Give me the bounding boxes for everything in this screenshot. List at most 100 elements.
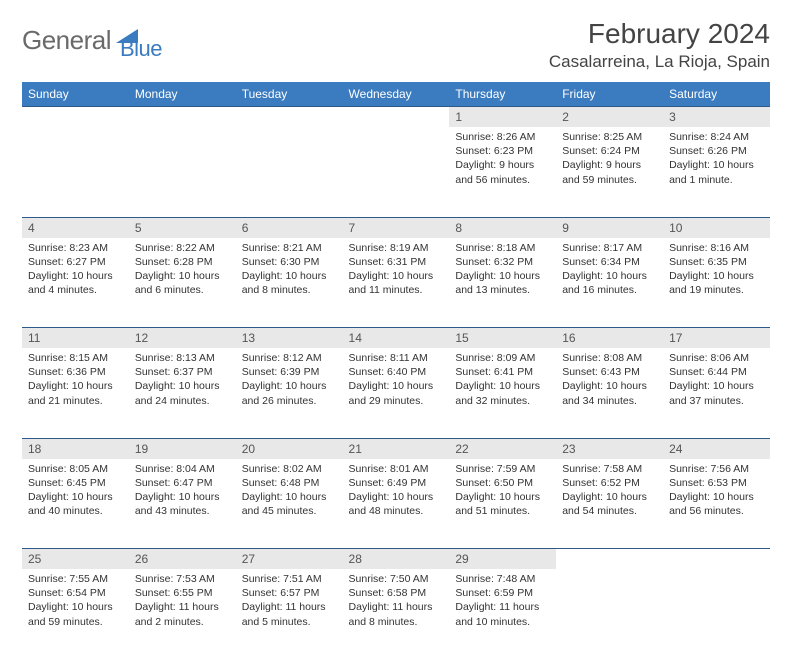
- day-body-cell: [663, 569, 770, 659]
- day-body-cell: Sunrise: 8:01 AMSunset: 6:49 PMDaylight:…: [343, 459, 450, 549]
- day-number-cell: 14: [343, 328, 450, 349]
- day-body-cell: Sunrise: 8:05 AMSunset: 6:45 PMDaylight:…: [22, 459, 129, 549]
- day-number: 23: [556, 439, 663, 459]
- day-body-cell: Sunrise: 8:06 AMSunset: 6:44 PMDaylight:…: [663, 348, 770, 438]
- day-number: 8: [449, 218, 556, 238]
- day-body-cell: [556, 569, 663, 659]
- day-body: Sunrise: 7:59 AMSunset: 6:50 PMDaylight:…: [449, 459, 556, 525]
- weekday-header: Monday: [129, 82, 236, 107]
- day-number: 2: [556, 107, 663, 127]
- day-number-cell: 5: [129, 217, 236, 238]
- day-body-cell: Sunrise: 8:25 AMSunset: 6:24 PMDaylight:…: [556, 127, 663, 217]
- day-body-cell: Sunrise: 8:22 AMSunset: 6:28 PMDaylight:…: [129, 238, 236, 328]
- day-number-cell: 11: [22, 328, 129, 349]
- day-number-cell: [556, 549, 663, 570]
- day-number: 18: [22, 439, 129, 459]
- day-body: Sunrise: 8:21 AMSunset: 6:30 PMDaylight:…: [236, 238, 343, 304]
- day-body: [236, 127, 343, 136]
- day-body: Sunrise: 8:24 AMSunset: 6:26 PMDaylight:…: [663, 127, 770, 193]
- day-body: [129, 127, 236, 136]
- day-body-cell: Sunrise: 8:12 AMSunset: 6:39 PMDaylight:…: [236, 348, 343, 438]
- day-body: Sunrise: 8:09 AMSunset: 6:41 PMDaylight:…: [449, 348, 556, 414]
- day-number-cell: 21: [343, 438, 450, 459]
- day-body: Sunrise: 7:58 AMSunset: 6:52 PMDaylight:…: [556, 459, 663, 525]
- day-body-cell: Sunrise: 8:21 AMSunset: 6:30 PMDaylight:…: [236, 238, 343, 328]
- day-body-cell: Sunrise: 8:16 AMSunset: 6:35 PMDaylight:…: [663, 238, 770, 328]
- day-body: Sunrise: 8:06 AMSunset: 6:44 PMDaylight:…: [663, 348, 770, 414]
- day-body-cell: Sunrise: 8:19 AMSunset: 6:31 PMDaylight:…: [343, 238, 450, 328]
- week-row: Sunrise: 7:55 AMSunset: 6:54 PMDaylight:…: [22, 569, 770, 659]
- day-number-cell: [22, 107, 129, 128]
- day-number-cell: 9: [556, 217, 663, 238]
- week-row: Sunrise: 8:23 AMSunset: 6:27 PMDaylight:…: [22, 238, 770, 328]
- day-number-cell: 25: [22, 549, 129, 570]
- day-number: 6: [236, 218, 343, 238]
- day-number-cell: 6: [236, 217, 343, 238]
- day-body: Sunrise: 8:16 AMSunset: 6:35 PMDaylight:…: [663, 238, 770, 304]
- day-number-cell: 10: [663, 217, 770, 238]
- day-number-cell: 20: [236, 438, 343, 459]
- daynum-row: 123: [22, 107, 770, 128]
- title-block: February 2024 Casalarreina, La Rioja, Sp…: [549, 18, 770, 72]
- day-body-cell: Sunrise: 7:55 AMSunset: 6:54 PMDaylight:…: [22, 569, 129, 659]
- week-row: Sunrise: 8:05 AMSunset: 6:45 PMDaylight:…: [22, 459, 770, 549]
- day-number: 28: [343, 549, 450, 569]
- day-body-cell: Sunrise: 8:08 AMSunset: 6:43 PMDaylight:…: [556, 348, 663, 438]
- day-number-cell: [129, 107, 236, 128]
- day-number: 27: [236, 549, 343, 569]
- day-body: [343, 127, 450, 136]
- day-number: 24: [663, 439, 770, 459]
- day-body-cell: [129, 127, 236, 217]
- week-row: Sunrise: 8:15 AMSunset: 6:36 PMDaylight:…: [22, 348, 770, 438]
- day-number-cell: 24: [663, 438, 770, 459]
- day-number: 29: [449, 549, 556, 569]
- day-body-cell: Sunrise: 8:18 AMSunset: 6:32 PMDaylight:…: [449, 238, 556, 328]
- day-number-cell: 3: [663, 107, 770, 128]
- day-body-cell: Sunrise: 8:11 AMSunset: 6:40 PMDaylight:…: [343, 348, 450, 438]
- day-number-cell: 15: [449, 328, 556, 349]
- day-number: 16: [556, 328, 663, 348]
- day-number-cell: 1: [449, 107, 556, 128]
- day-number-cell: 19: [129, 438, 236, 459]
- day-body: Sunrise: 7:53 AMSunset: 6:55 PMDaylight:…: [129, 569, 236, 635]
- day-body: Sunrise: 8:05 AMSunset: 6:45 PMDaylight:…: [22, 459, 129, 525]
- day-number: [343, 107, 450, 127]
- day-number: [236, 107, 343, 127]
- day-number: 25: [22, 549, 129, 569]
- day-number-cell: 27: [236, 549, 343, 570]
- day-number-cell: 16: [556, 328, 663, 349]
- day-number: 19: [129, 439, 236, 459]
- day-body: Sunrise: 8:15 AMSunset: 6:36 PMDaylight:…: [22, 348, 129, 414]
- day-body-cell: Sunrise: 7:53 AMSunset: 6:55 PMDaylight:…: [129, 569, 236, 659]
- day-number-cell: 13: [236, 328, 343, 349]
- day-body: Sunrise: 7:51 AMSunset: 6:57 PMDaylight:…: [236, 569, 343, 635]
- day-body-cell: Sunrise: 8:15 AMSunset: 6:36 PMDaylight:…: [22, 348, 129, 438]
- day-body-cell: Sunrise: 7:59 AMSunset: 6:50 PMDaylight:…: [449, 459, 556, 549]
- weekday-header: Friday: [556, 82, 663, 107]
- day-body: Sunrise: 8:12 AMSunset: 6:39 PMDaylight:…: [236, 348, 343, 414]
- day-body: Sunrise: 7:55 AMSunset: 6:54 PMDaylight:…: [22, 569, 129, 635]
- day-body: Sunrise: 8:01 AMSunset: 6:49 PMDaylight:…: [343, 459, 450, 525]
- day-number: [663, 549, 770, 569]
- day-body: Sunrise: 7:50 AMSunset: 6:58 PMDaylight:…: [343, 569, 450, 635]
- day-number: 3: [663, 107, 770, 127]
- day-number-cell: [663, 549, 770, 570]
- day-number: [22, 107, 129, 127]
- daynum-row: 18192021222324: [22, 438, 770, 459]
- day-number: 7: [343, 218, 450, 238]
- day-number-cell: 4: [22, 217, 129, 238]
- weekday-header: Thursday: [449, 82, 556, 107]
- day-body-cell: Sunrise: 8:04 AMSunset: 6:47 PMDaylight:…: [129, 459, 236, 549]
- day-number: 10: [663, 218, 770, 238]
- day-body: Sunrise: 8:04 AMSunset: 6:47 PMDaylight:…: [129, 459, 236, 525]
- daynum-row: 2526272829: [22, 549, 770, 570]
- day-number-cell: 18: [22, 438, 129, 459]
- daynum-row: 45678910: [22, 217, 770, 238]
- day-number: 12: [129, 328, 236, 348]
- day-number: 22: [449, 439, 556, 459]
- day-body: Sunrise: 8:02 AMSunset: 6:48 PMDaylight:…: [236, 459, 343, 525]
- day-body: Sunrise: 8:13 AMSunset: 6:37 PMDaylight:…: [129, 348, 236, 414]
- day-number-cell: 28: [343, 549, 450, 570]
- day-number-cell: [343, 107, 450, 128]
- day-body-cell: Sunrise: 7:56 AMSunset: 6:53 PMDaylight:…: [663, 459, 770, 549]
